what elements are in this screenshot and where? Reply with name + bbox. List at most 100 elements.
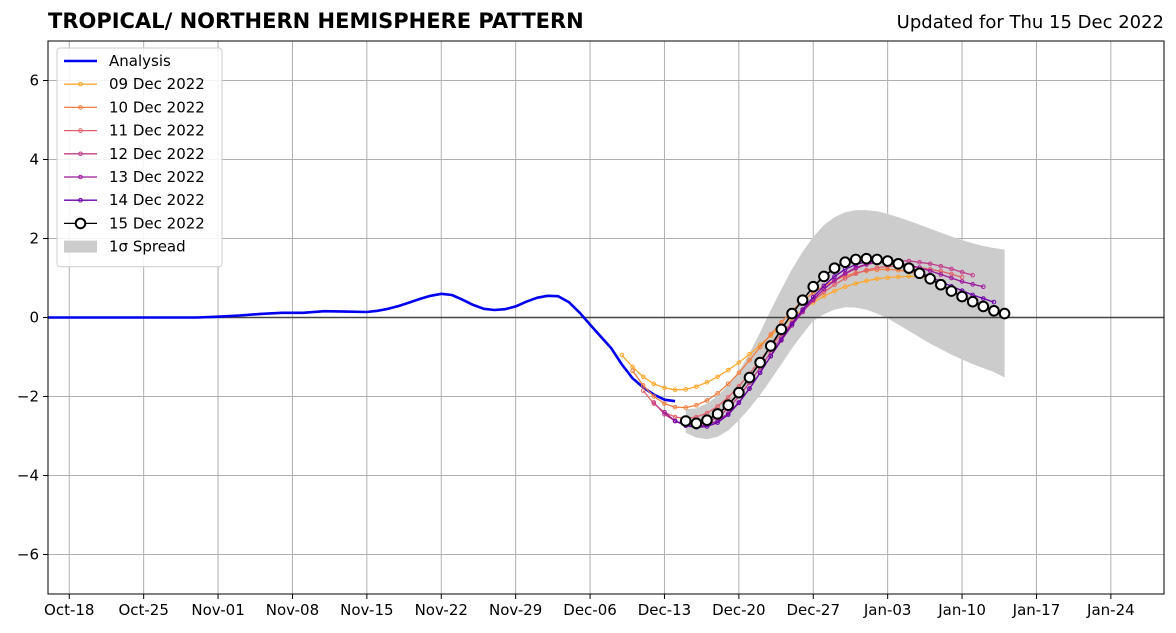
data-point xyxy=(672,387,678,393)
data-point xyxy=(966,295,979,308)
data-point xyxy=(779,337,784,342)
data-point xyxy=(842,284,848,289)
legend-box xyxy=(56,47,223,268)
legend-entry: 12 Dec 2022 xyxy=(64,145,205,163)
legend-marker xyxy=(78,197,83,203)
data-point xyxy=(690,417,703,430)
x-tick-label: Oct-18 xyxy=(44,601,94,619)
data-point xyxy=(715,420,720,425)
legend-marker xyxy=(78,151,83,157)
data-point xyxy=(672,418,678,424)
legend-marker xyxy=(78,81,83,87)
legend-marker xyxy=(78,128,83,133)
data-point xyxy=(619,352,625,358)
data-point xyxy=(743,371,756,384)
x-tick-label: Jan-10 xyxy=(937,601,986,619)
data-point xyxy=(810,294,816,300)
y-tick-label: 2 xyxy=(29,230,39,248)
data-point xyxy=(651,394,657,399)
x-tick-label: Dec-06 xyxy=(563,601,617,619)
data-point xyxy=(725,367,731,373)
data-point xyxy=(747,357,752,363)
data-point xyxy=(970,282,975,287)
data-point xyxy=(842,276,848,281)
series-0 xyxy=(48,292,676,403)
data-point xyxy=(981,296,986,301)
legend-marker xyxy=(78,105,83,110)
data-point xyxy=(754,356,766,369)
data-point xyxy=(927,261,933,267)
data-point xyxy=(715,374,720,380)
y-tick-label: 0 xyxy=(29,309,39,327)
legend-entry: 14 Dec 2022 xyxy=(64,191,205,209)
data-point xyxy=(662,410,667,415)
data-point xyxy=(736,370,742,376)
legend-label: 12 Dec 2022 xyxy=(109,145,205,163)
axes-layer: Oct-18 Oct-25 Nov-01 Nov-08 Nov-15 Nov-22 Nov-… xyxy=(17,40,1165,619)
data-point xyxy=(715,391,720,396)
data-point xyxy=(711,408,724,420)
legend-label: Analysis xyxy=(109,52,171,70)
y-tick-label: −2 xyxy=(17,388,39,406)
data-point xyxy=(701,414,713,427)
x-tick-label: Nov-01 xyxy=(191,601,244,619)
y-tick-label: −4 xyxy=(17,467,39,485)
data-point xyxy=(938,272,944,277)
x-tick-label: Dec-20 xyxy=(712,601,766,619)
data-point xyxy=(821,283,827,289)
x-tick-label: Dec-13 xyxy=(638,601,692,619)
data-point xyxy=(981,284,986,289)
data-point xyxy=(768,353,774,359)
legend-entry: 10 Dec 2022 xyxy=(64,98,205,116)
data-point xyxy=(853,271,859,276)
spread-layer xyxy=(685,210,1005,440)
data-point xyxy=(662,401,667,406)
data-point xyxy=(988,304,1000,317)
data-point xyxy=(807,280,820,293)
data-point xyxy=(786,307,798,320)
data-point xyxy=(651,381,657,387)
data-point xyxy=(917,259,922,265)
data-point xyxy=(764,340,777,352)
data-point xyxy=(672,404,678,410)
data-point xyxy=(757,344,763,350)
data-point xyxy=(998,307,1011,320)
data-point xyxy=(924,272,936,285)
data-point xyxy=(640,374,646,380)
legend-marker xyxy=(78,174,83,180)
x-tick-label: Dec-27 xyxy=(786,601,840,619)
data-point xyxy=(828,262,841,274)
data-point xyxy=(949,266,954,272)
chart-subtitle: Updated for Thu 15 Dec 2022 xyxy=(896,12,1164,33)
legend-label: 09 Dec 2022 xyxy=(109,75,205,93)
data-point xyxy=(881,255,894,267)
data-point xyxy=(789,321,795,327)
x-tick-label: Nov-15 xyxy=(340,601,393,619)
series-7 xyxy=(679,252,1011,430)
data-point xyxy=(704,398,710,403)
data-point xyxy=(733,386,745,399)
data-point xyxy=(747,386,752,391)
x-tick-label: Jan-24 xyxy=(1086,601,1135,619)
data-point xyxy=(913,267,926,280)
data-point xyxy=(640,383,646,388)
data-point xyxy=(832,288,837,294)
x-tick-label: Nov-29 xyxy=(489,601,542,619)
data-point xyxy=(725,412,731,417)
data-point xyxy=(945,285,958,297)
data-point xyxy=(959,279,965,284)
legend-label: 11 Dec 2022 xyxy=(109,122,205,140)
chart-title: TROPICAL/ NORTHERN HEMISPHERE PATTERN xyxy=(48,9,584,33)
data-point xyxy=(874,276,880,282)
data-point xyxy=(683,387,689,392)
y-tick-label: 4 xyxy=(29,151,39,169)
data-point xyxy=(849,253,862,266)
data-point xyxy=(800,307,805,312)
data-point xyxy=(991,299,997,305)
y-tick-label: −6 xyxy=(17,546,39,564)
data-point xyxy=(757,370,763,376)
legend-label: 10 Dec 2022 xyxy=(109,98,205,116)
data-point xyxy=(970,272,975,278)
legend-label: 15 Dec 2022 xyxy=(109,214,205,232)
